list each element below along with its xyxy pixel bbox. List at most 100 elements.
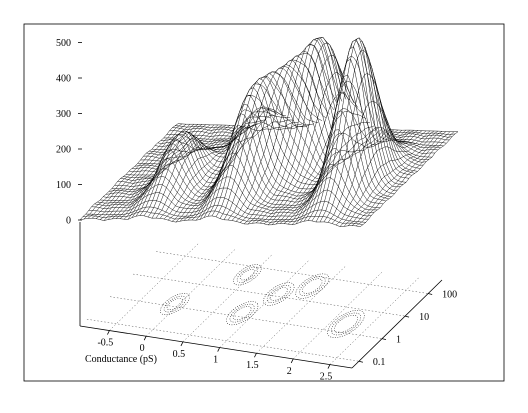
y-tick-label: 0.1: [373, 357, 386, 368]
x-tick: [180, 341, 184, 347]
x-tick-label: 2: [287, 366, 292, 377]
floor-grid-line: [109, 296, 383, 339]
contour-line: [232, 306, 252, 321]
surface-column-line: [235, 50, 335, 222]
surface-column-line: [323, 73, 423, 223]
surface-column-line: [263, 92, 363, 224]
surface-column-line: [83, 123, 183, 220]
contour-line: [295, 273, 330, 299]
surface-column-line: [99, 124, 199, 220]
surface-column-line: [339, 130, 439, 227]
surface-column-line: [303, 80, 403, 222]
surface-column-line: [191, 115, 291, 221]
floor-plane: [79, 222, 443, 369]
surface-column-line: [243, 38, 343, 225]
surface-column-line: [111, 124, 211, 220]
surface-column-line: [79, 123, 179, 221]
surface-column-line: [187, 109, 287, 221]
surface-column-line: [211, 83, 311, 217]
surface-column-line: [155, 124, 255, 219]
surface-column-line: [307, 55, 407, 221]
x-tick: [327, 364, 331, 369]
surface-column-line: [279, 127, 379, 224]
surface-column-line: [95, 124, 195, 219]
surface-column-line: [311, 39, 411, 222]
surface-column-line: [87, 124, 187, 219]
x-tick: [143, 336, 147, 341]
x-axis-label: Conductance (pS): [85, 354, 157, 365]
surface-column-line: [127, 124, 227, 220]
x-axis-line: [79, 325, 353, 369]
surface-column-line: [271, 121, 371, 225]
plot-frame: [23, 23, 505, 382]
x-tick-label: -0.5: [97, 338, 113, 349]
contour-projection: [160, 264, 365, 338]
floor-grid-line: [145, 248, 237, 337]
floor-grid-line: [156, 251, 429, 294]
surface-strip: [80, 215, 360, 228]
surface-column-line: [199, 122, 299, 220]
y-tick-label: 10: [419, 312, 429, 323]
surface-column-line: [231, 55, 331, 221]
x-axis: -0.5 0 0.5 1 1.5 2 2.5: [97, 330, 333, 383]
surface-column-line: [267, 110, 367, 226]
surface-column-line: [147, 125, 247, 218]
surface-strip: [85, 205, 366, 223]
surface-column-line: [171, 116, 271, 222]
surface-column-line: [103, 124, 203, 221]
surface-column-line: [135, 125, 235, 217]
contour-line: [334, 314, 358, 333]
surface-column-line: [183, 106, 283, 221]
x-tick-label: 0: [140, 343, 145, 354]
contour-line: [299, 276, 326, 296]
z-tick-label: 500: [56, 38, 71, 49]
contour-line: [269, 287, 288, 301]
y-tick: [428, 293, 433, 295]
x-tick-label: 2.5: [320, 372, 333, 383]
y-axis-line: [351, 279, 443, 369]
surface-column-line: [359, 131, 459, 227]
contour-line: [163, 295, 186, 313]
surface-column-line: [239, 43, 339, 223]
surface-column-line: [287, 129, 387, 225]
surface-strip: [82, 210, 363, 226]
y-axis: 0.1 1 10 100: [358, 290, 457, 368]
surface-column-line: [227, 59, 327, 221]
contour-line: [226, 301, 259, 326]
surface-column-line: [143, 125, 243, 216]
z-tick-label: 200: [56, 145, 71, 156]
z-tick-label: 400: [56, 74, 71, 85]
surface-column-line: [163, 121, 263, 220]
contour-line: [263, 282, 295, 306]
z-tick-label: 300: [56, 109, 71, 120]
contour-line: [233, 264, 262, 286]
y-tick: [358, 360, 364, 363]
floor-grid-line: [219, 259, 310, 348]
x-tick-label: 1: [213, 355, 218, 366]
y-tick: [381, 338, 387, 341]
floor-grid-line: [133, 273, 406, 317]
surface-column-line: [115, 124, 215, 219]
surface-column-line: [347, 131, 447, 226]
surface-column-line: [343, 131, 443, 227]
surface-column-line: [223, 66, 323, 220]
floor-grid-line: [109, 242, 200, 331]
x-tick: [107, 330, 110, 335]
x-tick: [254, 353, 257, 358]
surface-column-line: [207, 95, 307, 217]
surface-column-line: [159, 123, 259, 219]
surface-column-line: [255, 54, 355, 224]
floor-grid-line: [293, 270, 384, 360]
x-tick: [217, 347, 221, 352]
z-tick-label: 100: [56, 180, 71, 191]
surface-column-line: [91, 124, 191, 219]
contour-line: [302, 278, 323, 294]
surface-column-line: [327, 101, 427, 223]
y-tick-label: 1: [396, 335, 401, 346]
surface-mesh: [79, 36, 459, 228]
contour-line: [330, 312, 361, 336]
surface-column-line: [175, 111, 275, 223]
surface-column-line: [139, 125, 239, 216]
